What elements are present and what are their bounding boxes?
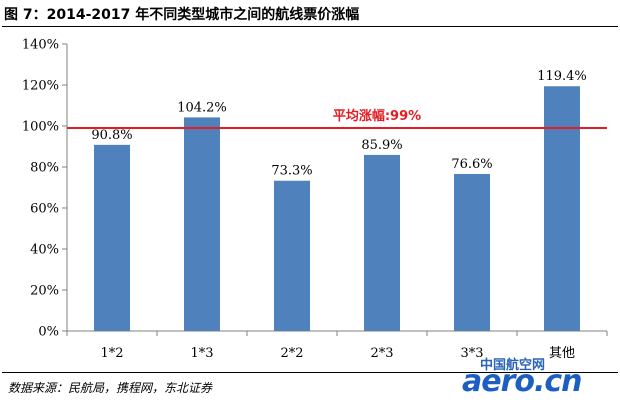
bar-value-label: 85.9% xyxy=(361,138,402,153)
y-tick-label: 140% xyxy=(22,38,59,53)
y-tick-label: 120% xyxy=(22,79,59,94)
bar xyxy=(364,154,400,331)
x-category-label: 其他 xyxy=(549,346,575,361)
bar xyxy=(184,117,220,331)
average-line-label: 平均涨幅:99% xyxy=(333,108,421,124)
y-tick-label: 0% xyxy=(38,325,59,340)
source-note: 数据来源：民航局，携程网，东北证券 xyxy=(8,381,213,395)
x-category-label: 2*3 xyxy=(370,346,393,361)
y-tick-label: 40% xyxy=(30,243,59,258)
watermark-en: aero.cn xyxy=(462,364,583,399)
y-tick-label: 60% xyxy=(30,202,59,217)
bar xyxy=(454,173,490,331)
bars xyxy=(94,86,580,331)
source-divider xyxy=(2,372,618,373)
y-tick-label: 20% xyxy=(30,284,59,299)
axes: 0% 20% 40% 60% 80% 100% 120% 140% 1*2 1*3 2*2 2*3 3*… xyxy=(22,38,608,361)
watermark-cn: 中国航空网 xyxy=(480,358,546,373)
x-category-label: 1*2 xyxy=(100,346,123,361)
data-labels: 90.8% 104.2% 73.3% 85.9% 76.6% 119.4% xyxy=(91,69,586,179)
bar-chart: 0% 20% 40% 60% 80% 100% 120% 140% 1*2 1*3 2*2 2*3 3*… xyxy=(22,38,608,361)
bar xyxy=(274,180,310,331)
bar-value-label: 76.6% xyxy=(451,157,492,172)
x-category-label: 1*3 xyxy=(190,346,213,361)
chart-title: 图 7：2014-2017 年不同类型城市之间的航线票价涨幅 xyxy=(4,7,360,23)
bar xyxy=(94,144,130,331)
x-category-label: 3*3 xyxy=(460,346,483,361)
bar-value-label: 90.8% xyxy=(91,128,132,143)
y-tick-label: 100% xyxy=(22,120,59,135)
bar-value-label: 104.2% xyxy=(177,100,227,115)
bar xyxy=(544,86,580,331)
average-line-group: 平均涨幅:99% xyxy=(67,108,607,130)
bar-value-label: 73.3% xyxy=(271,164,312,179)
title-divider xyxy=(2,26,618,27)
y-tick-label: 80% xyxy=(30,161,59,176)
bar-value-label: 119.4% xyxy=(537,69,587,84)
x-category-label: 2*2 xyxy=(280,346,303,361)
aero-logo-watermark: 中国航空网 aero.cn xyxy=(462,350,612,400)
